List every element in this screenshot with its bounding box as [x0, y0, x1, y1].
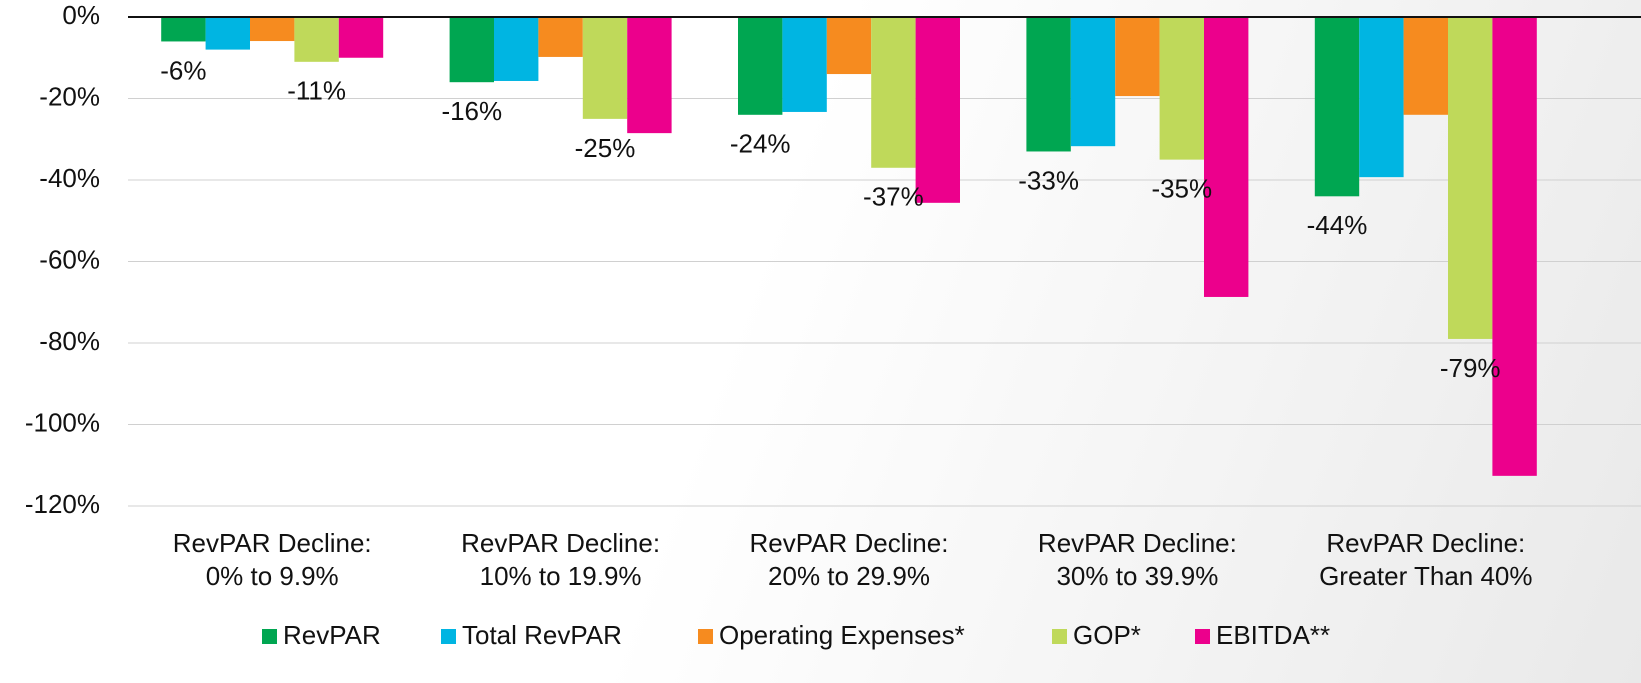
bar — [1448, 17, 1493, 339]
bar — [205, 17, 250, 50]
data-label: -11% — [287, 76, 346, 106]
bar — [1403, 17, 1448, 115]
y-tick-label: -60% — [39, 244, 100, 274]
bar — [627, 17, 672, 134]
data-label: -33% — [1018, 165, 1079, 195]
x-tick-label: 10% to 19.9% — [480, 561, 642, 591]
bar — [1359, 17, 1404, 178]
legend-swatch — [1195, 629, 1210, 644]
bar — [1314, 17, 1360, 197]
data-label: -25% — [575, 133, 636, 163]
y-tick-label: -80% — [39, 326, 100, 356]
bar — [915, 17, 960, 203]
data-label: -24% — [730, 129, 791, 159]
y-tick-label: 0% — [62, 0, 100, 30]
y-tick-label: -40% — [39, 163, 100, 193]
legend-label: RevPAR — [283, 620, 381, 650]
bar — [782, 17, 827, 112]
legend-swatch — [441, 629, 456, 644]
x-tick-label: Greater Than 40% — [1319, 561, 1532, 591]
data-label: -35% — [1151, 174, 1212, 204]
bar — [1026, 17, 1071, 152]
bar — [582, 17, 628, 119]
bar — [1159, 17, 1204, 160]
bar — [449, 17, 494, 83]
y-tick-label: -120% — [25, 489, 100, 519]
bar — [294, 17, 339, 62]
legend-swatch — [1052, 629, 1067, 644]
bar — [494, 17, 539, 81]
x-tick-label: RevPAR Decline: — [1038, 528, 1237, 558]
y-tick-label: -20% — [39, 81, 100, 111]
bar — [538, 17, 583, 57]
bar — [1070, 17, 1116, 147]
x-tick-label: RevPAR Decline: — [461, 528, 660, 558]
bar — [161, 17, 206, 42]
bar — [738, 17, 783, 115]
bar — [826, 17, 872, 75]
legend-swatch — [698, 629, 713, 644]
x-tick-label: 30% to 39.9% — [1056, 561, 1218, 591]
y-tick-label: -100% — [25, 407, 100, 437]
legend-swatch — [262, 629, 277, 644]
bar — [338, 17, 384, 58]
x-tick-label: RevPAR Decline: — [173, 528, 372, 558]
x-tick-label: RevPAR Decline: — [750, 528, 949, 558]
data-label: -16% — [441, 96, 502, 126]
legend-label: EBITDA** — [1216, 620, 1330, 650]
bar — [871, 17, 916, 168]
data-label: -44% — [1307, 210, 1368, 240]
data-label: -6% — [160, 55, 206, 85]
data-label: -37% — [863, 182, 924, 212]
bar — [1492, 17, 1537, 476]
bar — [250, 17, 295, 42]
x-tick-label: 20% to 29.9% — [768, 561, 930, 591]
x-tick-label: 0% to 9.9% — [206, 561, 339, 591]
x-tick-label: RevPAR Decline: — [1326, 528, 1525, 558]
legend-label: GOP* — [1073, 620, 1141, 650]
legend-label: Total RevPAR — [462, 620, 622, 650]
data-label: -79% — [1440, 353, 1501, 383]
bar — [1204, 17, 1249, 297]
legend-label: Operating Expenses* — [719, 620, 965, 650]
bar — [1115, 17, 1160, 97]
